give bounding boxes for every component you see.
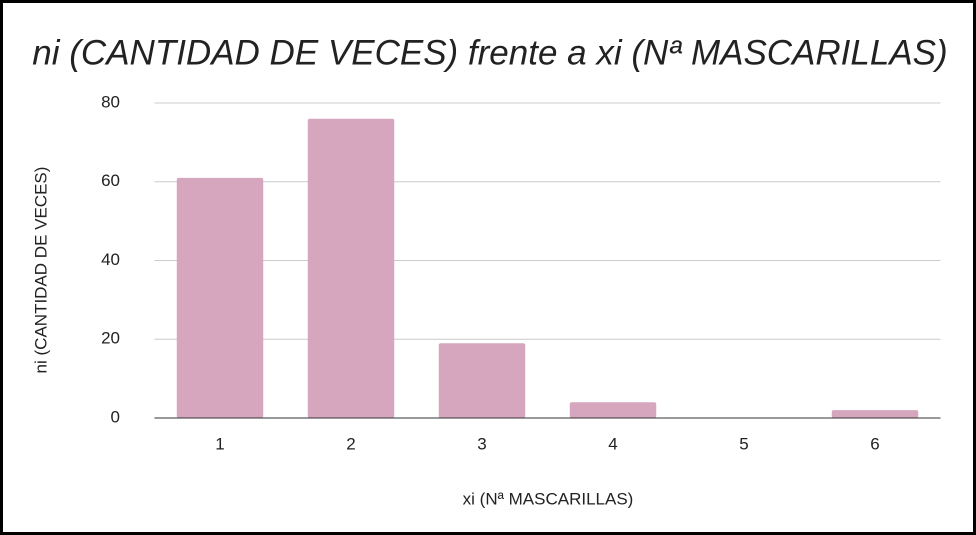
chart-title: ni (CANTIDAD DE VECES) frente a xi (Nª M…	[32, 33, 947, 72]
x-tick-label: 3	[477, 434, 486, 453]
bar	[831, 410, 919, 418]
y-tick-label: 40	[101, 250, 120, 269]
x-tick-label: 1	[215, 434, 224, 453]
x-tick-label: 4	[608, 434, 617, 453]
x-axis-label: xi (Nª MASCARILLAS)	[463, 489, 634, 508]
x-tick-label: 2	[346, 434, 355, 453]
bar	[307, 118, 395, 418]
bar	[176, 177, 264, 418]
x-tick-label: 5	[739, 434, 748, 453]
y-tick-label: 0	[111, 407, 120, 426]
bar	[569, 402, 657, 418]
bar	[438, 343, 526, 418]
y-axis-label: ni (CANTIDAD DE VECES)	[31, 167, 50, 374]
y-tick-label: 80	[101, 92, 120, 111]
y-tick-label: 60	[101, 171, 120, 190]
x-tick-label: 6	[870, 434, 879, 453]
y-tick-label: 20	[101, 329, 120, 348]
